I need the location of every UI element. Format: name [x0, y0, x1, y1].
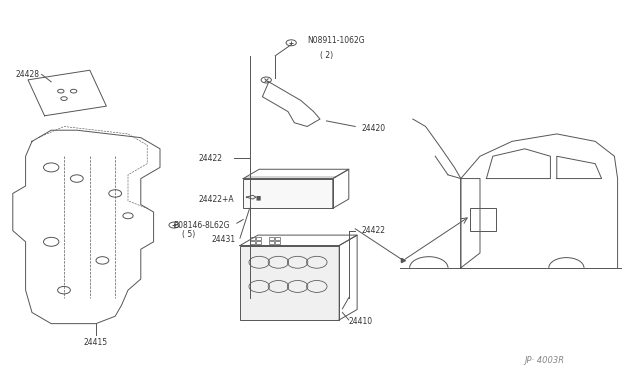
Bar: [269, 237, 274, 240]
Bar: [256, 241, 261, 244]
Bar: [250, 237, 255, 240]
Text: B08146-8L62G: B08146-8L62G: [173, 221, 229, 230]
Bar: [275, 241, 280, 244]
Text: 24422+A: 24422+A: [198, 195, 234, 203]
Text: 24431: 24431: [211, 235, 236, 244]
Bar: [256, 237, 261, 240]
Text: JP· 4003R: JP· 4003R: [525, 356, 565, 365]
Bar: [470, 208, 496, 231]
Text: ■: ■: [256, 195, 261, 200]
Text: 24410: 24410: [349, 317, 373, 326]
Text: 24420: 24420: [362, 124, 386, 133]
Text: 24422: 24422: [198, 154, 223, 163]
Bar: [269, 241, 274, 244]
Text: ( 2): ( 2): [320, 51, 333, 60]
Bar: [275, 237, 280, 240]
Bar: [250, 241, 255, 244]
Text: ( 5): ( 5): [182, 230, 196, 239]
Text: 24415: 24415: [84, 338, 108, 347]
Text: 24428: 24428: [16, 70, 40, 79]
Bar: [240, 246, 339, 320]
Text: 24422: 24422: [362, 226, 385, 235]
Text: N08911-1062G: N08911-1062G: [307, 36, 365, 45]
Bar: [243, 179, 333, 208]
